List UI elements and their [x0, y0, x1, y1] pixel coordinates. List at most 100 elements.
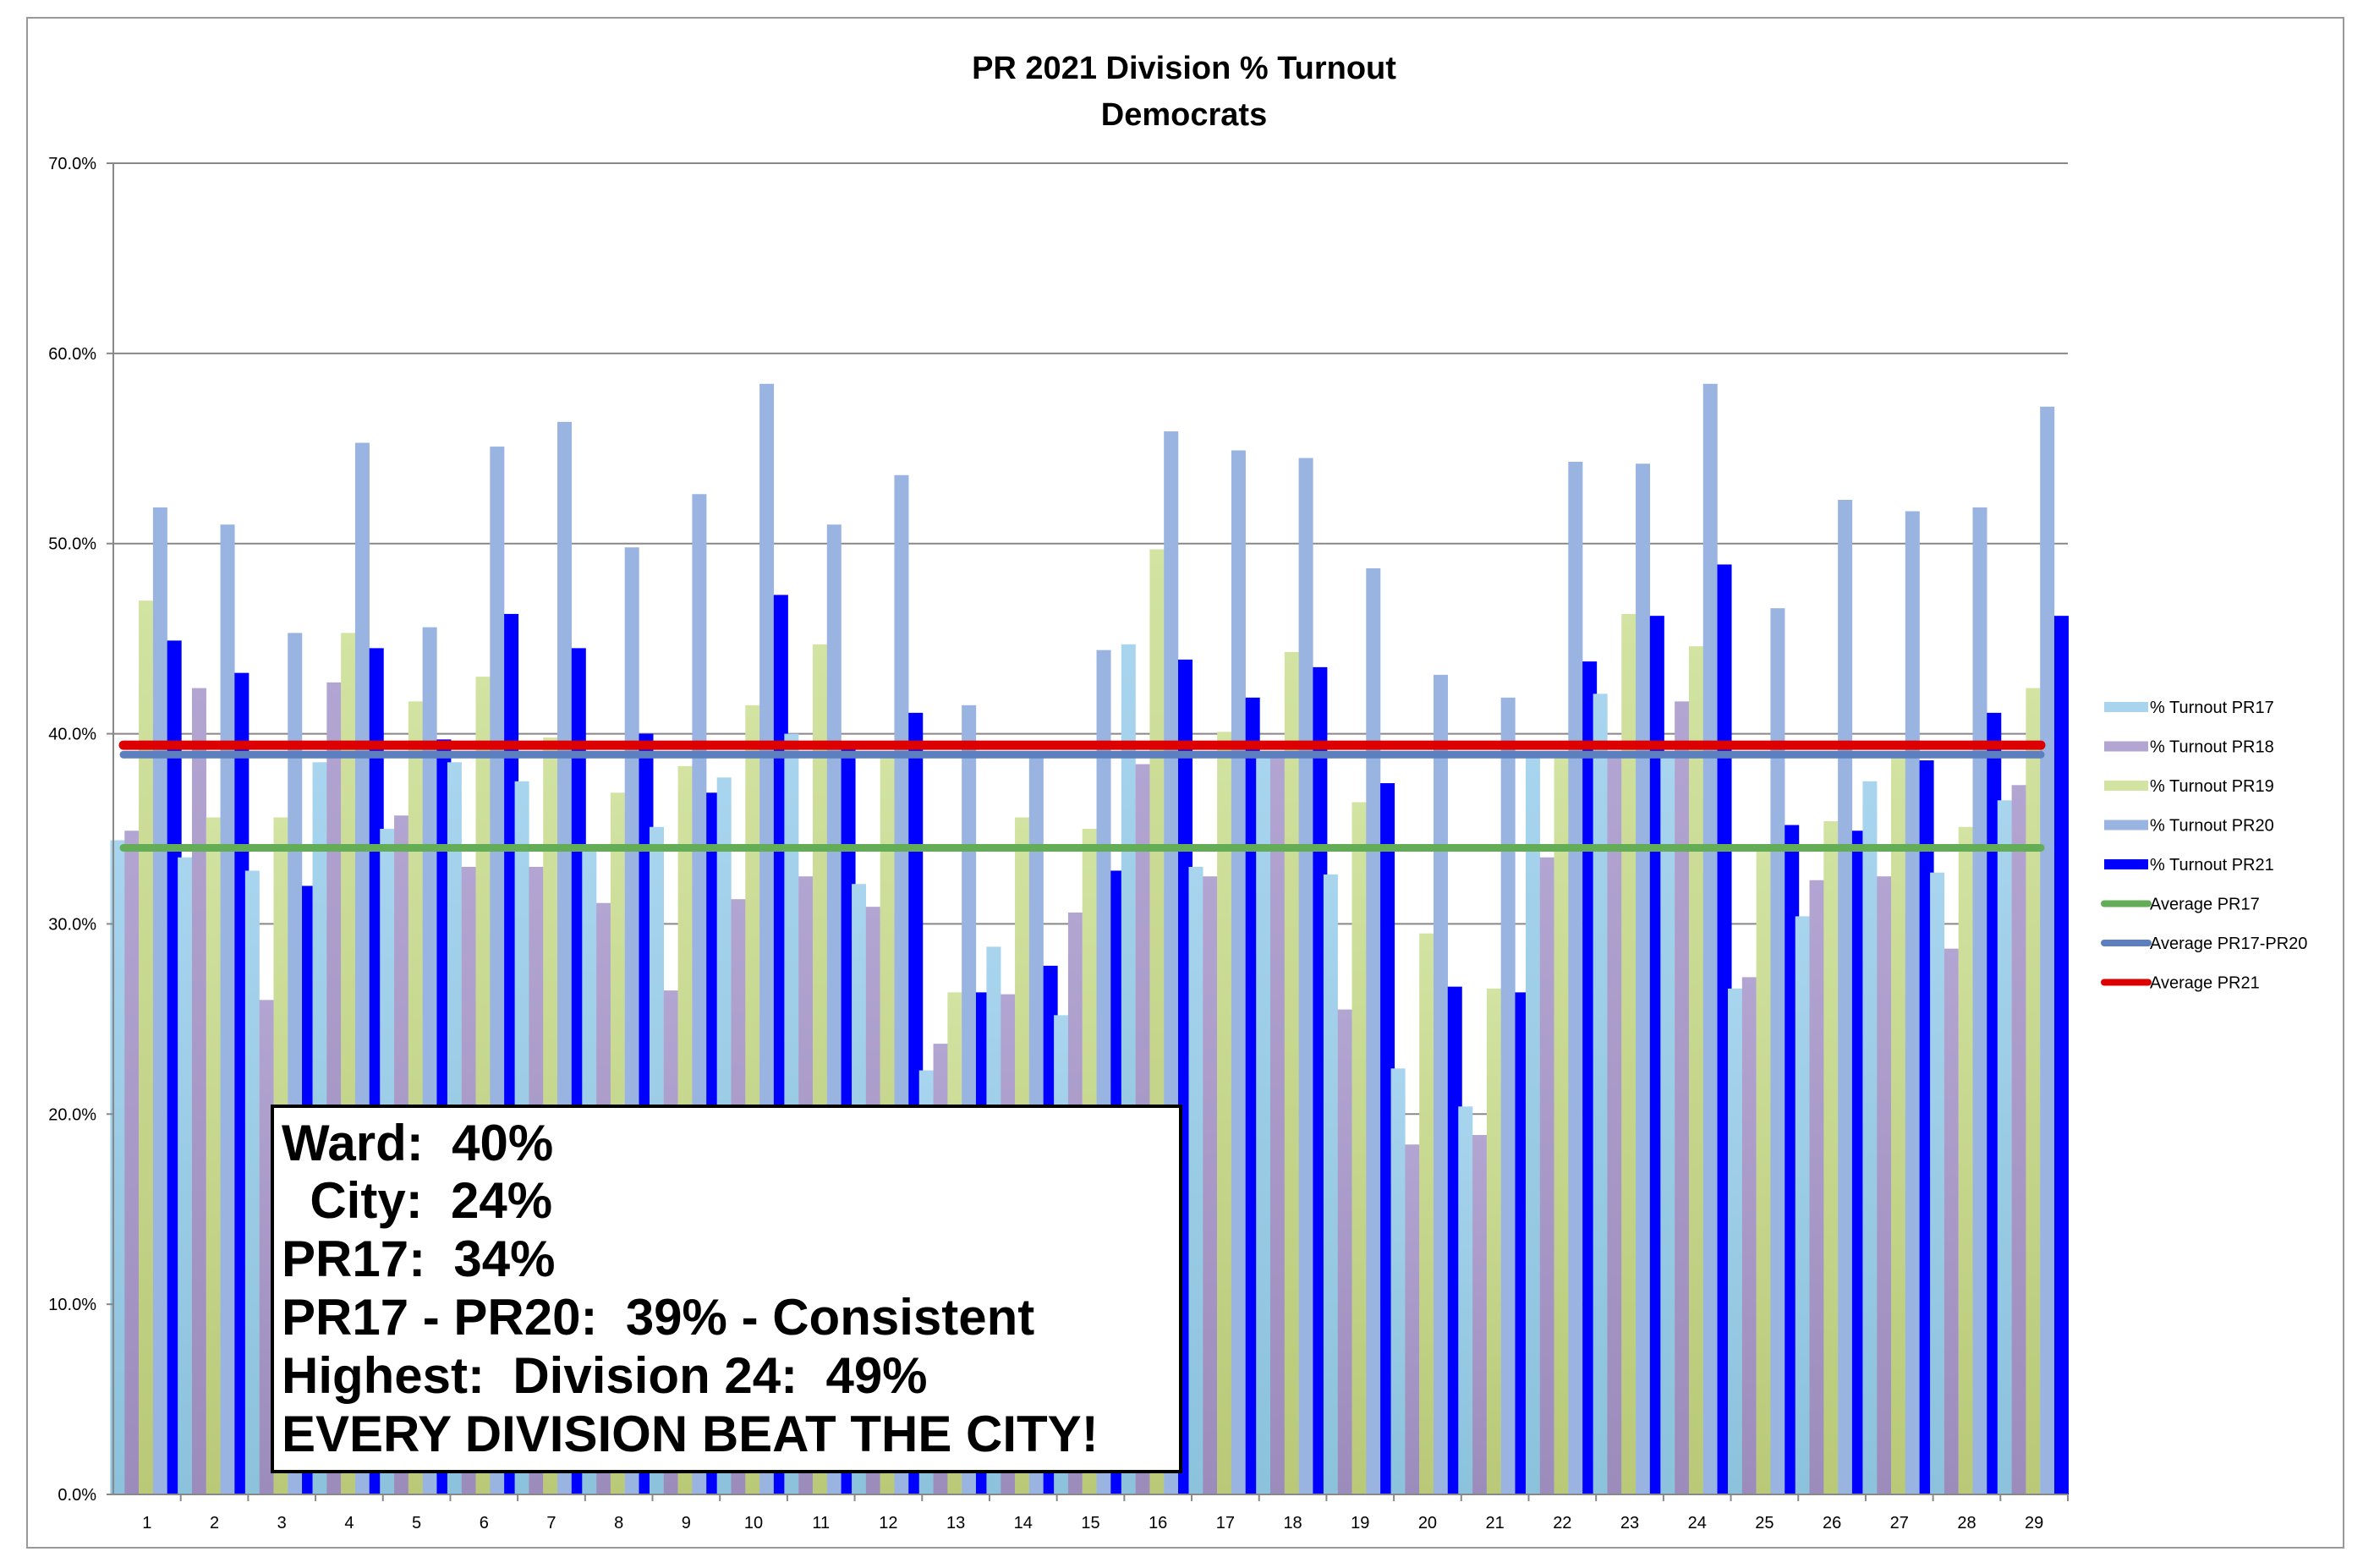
bar-div19-pr17: [1323, 874, 1338, 1494]
legend-swatch: [2104, 741, 2148, 752]
bar-div25-pr18: [1741, 977, 1757, 1494]
y-tick-label: 20.0%: [48, 1105, 96, 1124]
legend-label: % Turnout PR19: [2150, 777, 2274, 796]
bar-div17-pr17: [1188, 866, 1203, 1494]
summary-line-highest: Highest: Division 24: 49%: [282, 1347, 928, 1404]
bar-div27-pr19: [1891, 753, 1906, 1494]
x-tick-label: 3: [277, 1514, 287, 1532]
x-tick-label: 1: [142, 1514, 151, 1532]
bar-div29-pr19: [2026, 688, 2041, 1494]
legend-label: Average PR17-PR20: [2150, 935, 2307, 953]
bar-div25-pr20: [1770, 608, 1785, 1494]
chart-title: PR 2021 Division % Turnout: [972, 51, 1396, 86]
x-tick-label: 19: [1351, 1514, 1369, 1532]
bar-div28-pr20: [1972, 507, 1987, 1494]
x-tick-label: 26: [1823, 1514, 1841, 1532]
bar-div27-pr17: [1862, 781, 1878, 1494]
bar-div20-pr17: [1390, 1068, 1406, 1494]
bar-div26-pr20: [1838, 499, 1853, 1495]
legend: % Turnout PR17 % Turnout PR18 % Turnout PR…: [2101, 699, 2307, 993]
bar-div23-pr19: [1621, 613, 1637, 1495]
bar-div22-pr18: [1539, 857, 1554, 1494]
x-tick-label: 13: [946, 1514, 965, 1532]
average-lines: [118, 740, 2046, 852]
bar-div28-pr17: [1930, 872, 1945, 1494]
bar-div18-pr17: [1256, 753, 1271, 1494]
bar-div24-pr19: [1688, 646, 1703, 1494]
bar-div17-pr18: [1203, 876, 1218, 1494]
summary-line-pr17-pr20: PR17 - PR20: 39% - Consistent: [282, 1289, 1034, 1346]
bar-div26-pr19: [1823, 821, 1839, 1494]
bar-div29-pr20: [2040, 406, 2055, 1494]
legend-swatch: [2104, 781, 2148, 791]
x-tick-label: 2: [210, 1514, 219, 1532]
bar-div18-pr19: [1284, 651, 1299, 1494]
legend-label: % Turnout PR21: [2150, 856, 2274, 874]
bar-div28-pr18: [1944, 948, 1959, 1494]
x-tick-label: 6: [480, 1514, 489, 1532]
bar-div18-pr18: [1269, 753, 1285, 1494]
summary-textbox: Ward: 40% City: 24% PR17: 34% PR17 - PR2…: [271, 1105, 1182, 1473]
legend-label: Average PR17: [2150, 896, 2260, 914]
bar-div17-pr19: [1217, 732, 1232, 1494]
x-tick-label: 21: [1486, 1514, 1505, 1532]
bar-div1-pr19: [139, 600, 154, 1495]
bar-div2-pr18: [191, 688, 206, 1494]
axes: 0.0% 10.0% 20.0% 30.0% 40.0% 50.0% 60.0% 70.0% 1…: [48, 155, 2069, 1532]
x-tick-label: 16: [1149, 1514, 1167, 1532]
bar-div19-pr20: [1366, 567, 1381, 1494]
bar-div20-pr20: [1433, 674, 1448, 1494]
y-tick-label: 40.0%: [48, 726, 96, 744]
y-tick-label: 30.0%: [48, 915, 96, 934]
bar-div2-pr20: [220, 524, 235, 1495]
y-tick-label: 50.0%: [48, 535, 96, 554]
bar-div22-pr19: [1554, 753, 1569, 1494]
x-tick-label: 18: [1283, 1514, 1302, 1532]
bar-div24-pr18: [1675, 701, 1690, 1494]
y-tick-label: 10.0%: [48, 1296, 96, 1314]
chart-subtitle: Democrats: [1101, 97, 1267, 133]
x-tick-label: 10: [744, 1514, 763, 1532]
bar-div21-pr19: [1486, 988, 1501, 1494]
bar-div27-pr20: [1905, 511, 1920, 1495]
x-tick-label: 7: [546, 1514, 556, 1532]
bar-div20-pr19: [1419, 933, 1434, 1494]
x-tick-label: 25: [1755, 1514, 1774, 1532]
legend-label: Average PR21: [2150, 974, 2260, 993]
summary-line-city: City: 24%: [282, 1172, 552, 1229]
legend-label: % Turnout PR18: [2150, 738, 2274, 757]
bar-div1-pr20: [152, 507, 167, 1494]
bar-div19-pr18: [1337, 1009, 1352, 1494]
x-tick-label: 20: [1418, 1514, 1437, 1532]
summary-line-every-division: EVERY DIVISION BEAT THE CITY!: [282, 1406, 1099, 1462]
summary-line-ward: Ward: 40%: [282, 1115, 553, 1171]
bar-div2-pr17: [178, 857, 193, 1494]
x-tick-label: 29: [2025, 1514, 2043, 1532]
bar-div23-pr17: [1593, 694, 1608, 1494]
bar-div2-pr19: [206, 817, 221, 1494]
x-tick-label: 11: [812, 1514, 830, 1532]
x-tick-label: 14: [1014, 1514, 1033, 1532]
bar-div19-pr19: [1351, 802, 1367, 1494]
x-tick-label: 8: [614, 1514, 623, 1532]
bar-div1-pr18: [124, 831, 140, 1494]
bar-div20-pr18: [1405, 1144, 1420, 1494]
legend-swatch: [2104, 702, 2148, 712]
x-tick-label: 4: [344, 1514, 354, 1532]
x-tick-label: 22: [1553, 1514, 1571, 1532]
bar-div21-pr17: [1458, 1106, 1473, 1494]
bar-div23-pr18: [1607, 753, 1622, 1494]
y-tick-label: 70.0%: [48, 155, 96, 173]
legend-swatch: [2104, 820, 2148, 831]
x-tick-label: 15: [1081, 1514, 1099, 1532]
bar-div26-pr18: [1809, 880, 1824, 1494]
x-tick-label: 17: [1216, 1514, 1235, 1532]
legend-label: % Turnout PR17: [2150, 699, 2274, 717]
bar-div18-pr20: [1298, 458, 1313, 1494]
legend-label: % Turnout PR20: [2150, 817, 2274, 836]
x-tick-label: 27: [1890, 1514, 1909, 1532]
bar-div25-pr19: [1756, 847, 1771, 1494]
x-tick-label: 5: [412, 1514, 421, 1532]
bar-div26-pr17: [1795, 916, 1810, 1494]
